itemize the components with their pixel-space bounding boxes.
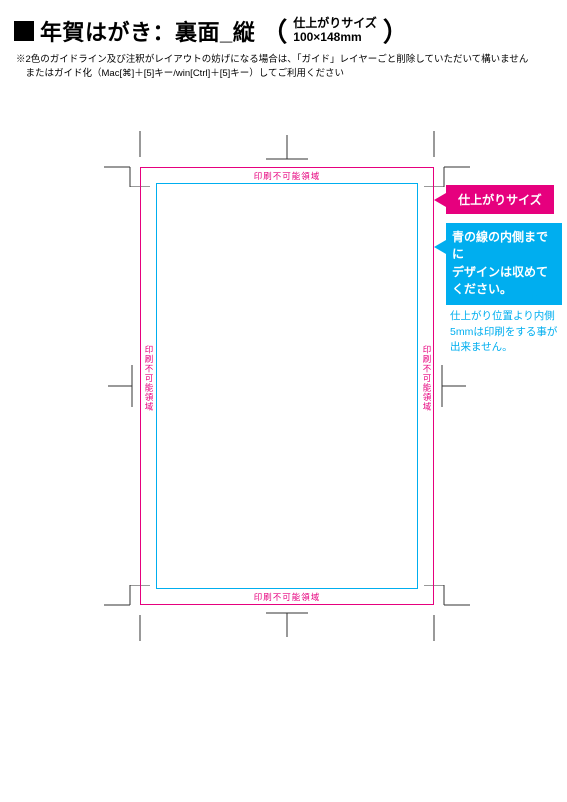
callout-blue-l1: 青の線の内側までに	[452, 229, 556, 264]
sub-note-l4: 出来ません。	[450, 340, 562, 356]
paren-close: ）	[383, 12, 409, 49]
size-label: 仕上がりサイズ	[293, 17, 377, 31]
page-title: 年賀はがき：裏面_縦	[40, 15, 255, 47]
non-printable-label-right: 印刷不可能領域	[421, 345, 433, 412]
note-line-1: ※2色のガイドライン及び注釈がレイアウトの妨げになる場合は、「ガイド」レイヤーご…	[16, 53, 553, 67]
callout-arrow-blue	[434, 240, 446, 254]
paren-open: （	[261, 12, 287, 49]
non-printable-label-left: 印刷不可能領域	[143, 345, 155, 412]
title-line: 年賀はがき：裏面_縦 （ 仕上がりサイズ 100×148mm ）	[14, 12, 553, 49]
sub-note-l3: 5mmは印刷をする事が	[450, 325, 562, 341]
non-printable-label-bottom: 印刷不可能領域	[156, 591, 418, 603]
note-line-2: またはガイド化（Mac[⌘]＋[5]キー/win[Ctrl]＋[5]キー）してご…	[16, 67, 553, 81]
guide-note: ※2色のガイドライン及び注釈がレイアウトの妨げになる場合は、「ガイド」レイヤーご…	[16, 53, 553, 82]
sub-note-l2: 仕上がり位置より内側	[450, 309, 562, 325]
crop-mark-right	[434, 365, 466, 407]
callout-sub-note: ※年賀状への印刷は 仕上がり位置より内側 5mmは印刷をする事が 出来ません。	[450, 293, 562, 356]
safe-box	[156, 183, 418, 589]
callout-pink-text: 仕上がりサイズ	[458, 193, 542, 207]
crop-mark-top	[266, 135, 308, 167]
non-printable-label-top: 印刷不可能領域	[156, 170, 418, 182]
template-canvas: 印刷不可能領域 印刷不可能領域 印刷不可能領域 印刷不可能領域 仕上がりサイズ …	[0, 95, 567, 795]
size-value: 100×148mm	[293, 31, 377, 45]
sub-note-l1: ※年賀状への印刷は	[450, 293, 562, 309]
size-spec: 仕上がりサイズ 100×148mm	[293, 17, 377, 45]
callout-trim-size: 仕上がりサイズ	[446, 185, 554, 214]
header: 年賀はがき：裏面_縦 （ 仕上がりサイズ 100×148mm ） ※2色のガイド…	[0, 0, 567, 86]
crop-mark-bottom	[266, 605, 308, 637]
callout-arrow-pink	[434, 193, 446, 207]
crop-mark-left	[108, 365, 140, 407]
callout-blue-l2: デザインは収めて	[452, 264, 556, 281]
square-icon	[14, 21, 34, 41]
